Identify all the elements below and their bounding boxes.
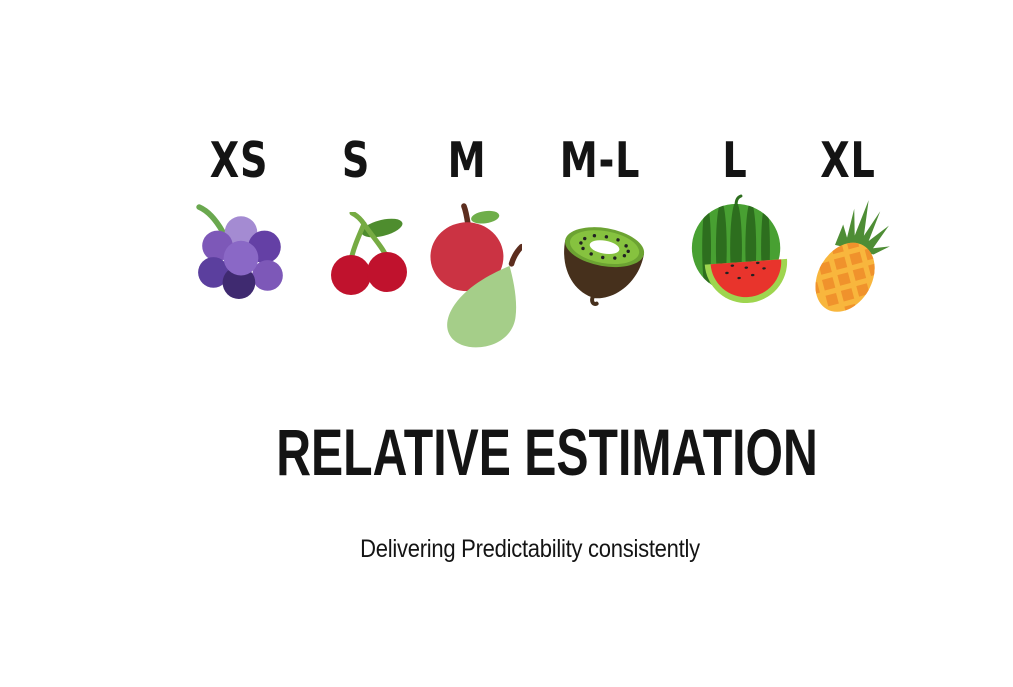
grapes-icon [196, 204, 283, 299]
size-label-s: S [341, 132, 371, 189]
kiwi-icon [564, 227, 645, 306]
watermelon-icon [691, 194, 788, 304]
slide-subtitle: Delivering Predictability consistently [360, 535, 700, 563]
size-label-m: M [447, 132, 487, 189]
size-label-xs: XS [209, 132, 269, 189]
pineapple-icon [806, 200, 890, 314]
size-label-ml: M-L [559, 132, 641, 189]
slide-title: RELATIVE ESTIMATION [276, 415, 818, 489]
size-label-l: L [722, 132, 748, 189]
size-label-xl: XL [820, 132, 876, 189]
cherries-icon [331, 212, 407, 295]
apple-pear-icon [430, 203, 522, 348]
